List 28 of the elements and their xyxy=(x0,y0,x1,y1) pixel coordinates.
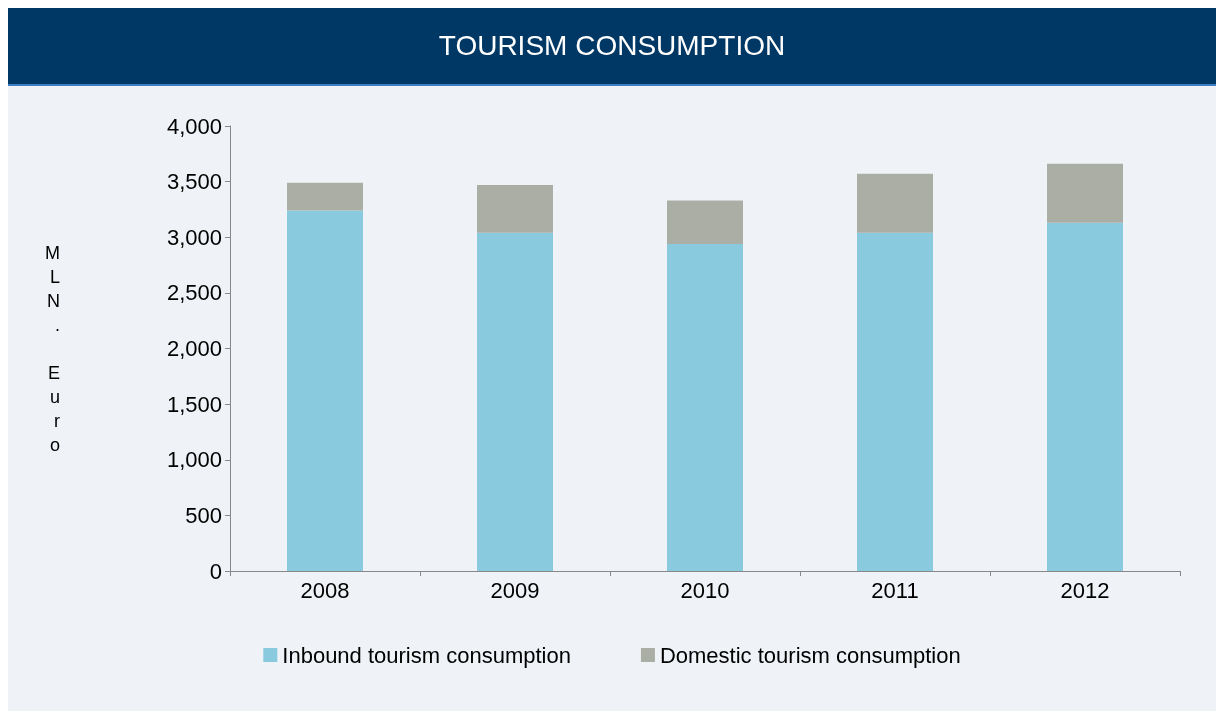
bar xyxy=(857,173,933,233)
bar xyxy=(1047,163,1123,223)
bar xyxy=(477,232,553,571)
x-tick-label: 2008 xyxy=(300,577,350,603)
bar xyxy=(477,184,553,233)
x-tick-label: 2011 xyxy=(871,577,919,603)
legend-label: Inbound tourism consumption xyxy=(282,642,571,668)
x-tick-label: 2010 xyxy=(680,577,730,603)
y-tick-label: 500 xyxy=(185,502,222,528)
x-tick-label: 2012 xyxy=(1060,577,1110,603)
bar xyxy=(1047,222,1123,571)
y-tick-label: 3,500 xyxy=(166,169,222,195)
legend-label: Domestic tourism consumption xyxy=(659,642,961,668)
y-tick-label: 1,000 xyxy=(166,447,222,473)
x-tick-label: 2009 xyxy=(490,577,540,603)
y-tick-label: 0 xyxy=(209,558,222,584)
text: MLN. Euro xyxy=(45,242,60,455)
chart-title: TOURISM CONSUMPTION xyxy=(8,8,1216,86)
y-tick-label: 2,500 xyxy=(166,280,222,306)
bar xyxy=(667,200,743,244)
bar xyxy=(667,243,743,571)
y-tick-label: 1,500 xyxy=(166,391,222,417)
y-tick-label: 3,000 xyxy=(166,224,222,250)
bar xyxy=(287,182,363,211)
y-tick-label: 4,000 xyxy=(166,113,222,139)
y-tick-label: 2,000 xyxy=(166,336,222,361)
bar xyxy=(857,232,933,571)
bar xyxy=(287,210,363,571)
